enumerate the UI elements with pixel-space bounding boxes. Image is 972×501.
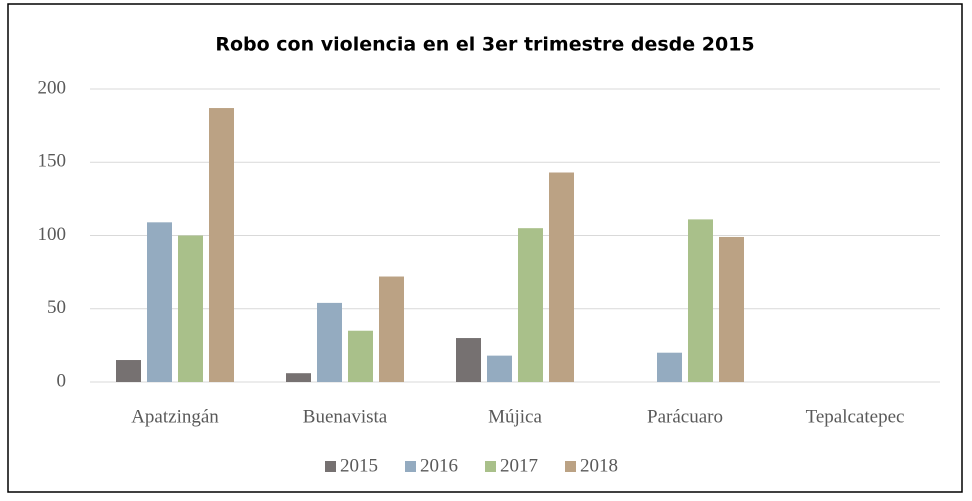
legend-swatch — [405, 461, 416, 472]
bar — [518, 228, 543, 382]
bar — [178, 235, 203, 382]
bar — [657, 352, 682, 382]
legend-label: 2016 — [420, 455, 458, 476]
legend-label: 2018 — [580, 455, 618, 476]
legend-swatch — [565, 461, 576, 472]
bar — [147, 222, 172, 382]
x-tick-label: Mújica — [488, 406, 542, 427]
bar — [116, 360, 141, 382]
bar — [487, 355, 512, 382]
legend-label: 2015 — [340, 455, 378, 476]
x-tick-label: Apatzingán — [131, 406, 219, 427]
bar — [348, 330, 373, 382]
bar — [688, 219, 713, 382]
bar — [379, 276, 404, 382]
y-tick-label: 150 — [38, 151, 67, 172]
bar — [719, 236, 744, 382]
x-tick-label: Buenavista — [303, 406, 388, 427]
legend-swatch — [485, 461, 496, 472]
chart-title: Robo con violencia en el 3er trimestre d… — [215, 34, 754, 56]
bar — [317, 302, 342, 382]
y-tick-label: 0 — [57, 370, 67, 391]
bar — [286, 373, 311, 382]
x-tick-label: Parácuaro — [647, 406, 723, 427]
bar — [209, 108, 234, 383]
y-tick-label: 200 — [38, 77, 67, 98]
y-tick-label: 100 — [38, 224, 67, 245]
bar — [549, 172, 574, 382]
x-tick-label: Tepalcatepec — [806, 406, 905, 427]
y-tick-label: 50 — [47, 297, 66, 318]
legend-label: 2017 — [500, 455, 538, 476]
legend-swatch — [325, 461, 336, 472]
bar — [456, 338, 481, 382]
